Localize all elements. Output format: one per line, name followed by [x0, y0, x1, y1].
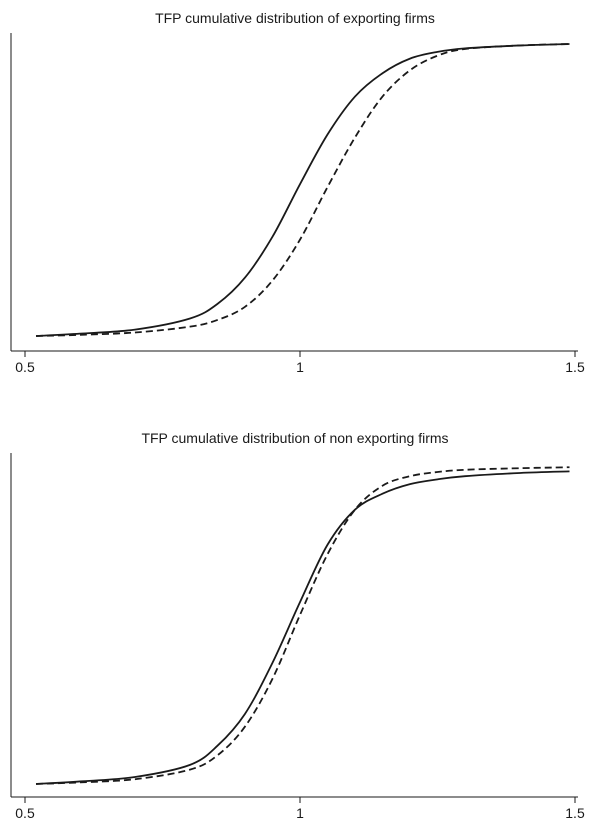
x-tick-label: 0.5: [15, 805, 35, 821]
x-tick-label: 1: [296, 805, 304, 821]
chart-panel-1: TFP cumulative distribution of exporting…: [10, 10, 585, 375]
chart-title: TFP cumulative distribution of exporting…: [155, 10, 435, 26]
x-tick-label: 1: [296, 359, 304, 375]
series-line-solid: [35, 43, 570, 337]
x-tick-label: 1.5: [565, 805, 585, 821]
chart-panel-2: TFP cumulative distribution of non expor…: [10, 430, 585, 821]
series-line-solid: [35, 470, 570, 785]
series-line-dashed: [35, 43, 570, 337]
chart-title: TFP cumulative distribution of non expor…: [141, 430, 448, 446]
x-tick-label: 0.5: [15, 359, 35, 375]
x-tick-label: 1.5: [565, 359, 585, 375]
series-line-dashed: [35, 466, 570, 785]
